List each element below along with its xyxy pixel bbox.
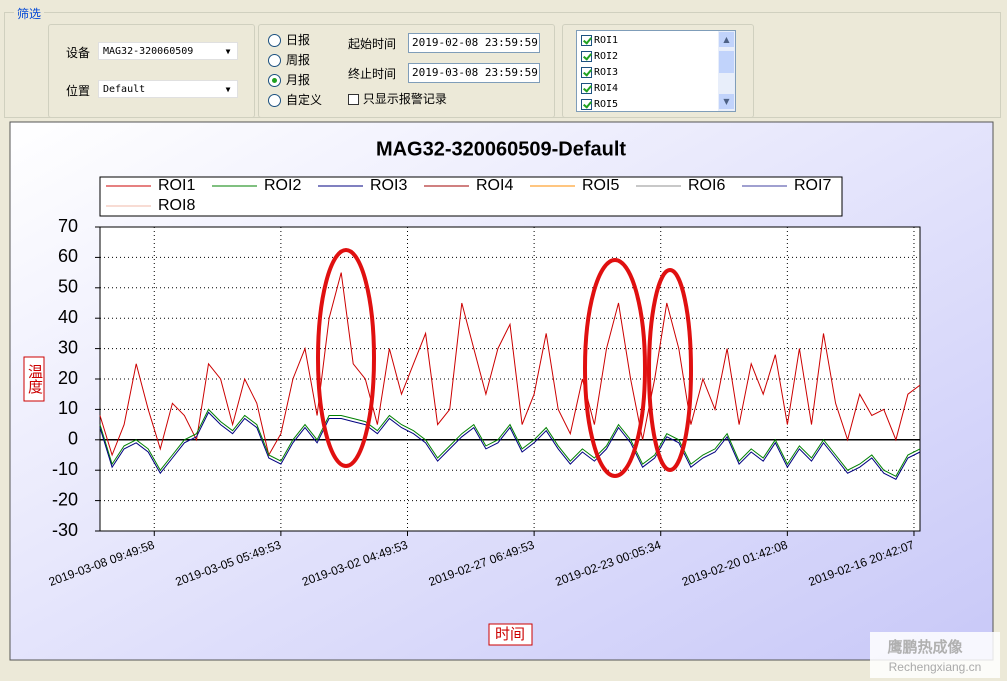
group-title: 筛选 [14, 5, 45, 22]
watermark-box [870, 632, 1000, 678]
legend [99, 176, 843, 217]
legend-label: ROI8 [158, 197, 195, 214]
watermark-cn: 鹰鹏热成像 [887, 638, 963, 656]
device-value: MAG32-320060509 [103, 46, 194, 57]
legend-label: ROI2 [264, 177, 301, 194]
dropdown-arrow[interactable]: ▼ [225, 85, 231, 94]
roi-name: ROI5 [594, 99, 619, 110]
checkbox[interactable] [581, 82, 592, 94]
location-label: 位置 [66, 84, 91, 98]
legend-label: ROI5 [582, 177, 619, 194]
roi-item[interactable]: ROI5 [581, 97, 618, 113]
legend-label: ROI6 [688, 177, 725, 194]
y-axis-label: 温度 [26, 364, 43, 394]
end-input[interactable]: 2019-03-08 23:59:59 [408, 63, 540, 83]
radio-circle[interactable] [268, 54, 281, 67]
y-tick-label: 0 [68, 429, 78, 449]
report-radio[interactable]: 月报 [268, 71, 310, 88]
series-line [99, 408, 921, 477]
legend-label: ROI1 [158, 177, 195, 194]
y-tick-label: 40 [58, 307, 78, 327]
y-label-box [23, 356, 45, 402]
checkbox[interactable] [581, 66, 592, 78]
highlight-ellipse [316, 248, 376, 468]
roi-list: ROI1 ROI2 ROI3 ROI4 ROI5 ▲ ▼ [576, 30, 736, 112]
start-input[interactable]: 2019-02-08 23:59:59 [408, 33, 540, 53]
legend-label: ROI7 [794, 177, 831, 194]
radio-label: 自定义 [286, 93, 323, 107]
roi-name: ROI1 [594, 35, 619, 46]
roi-item[interactable]: ROI4 [581, 81, 618, 97]
location-value: Default [103, 84, 146, 95]
checkbox[interactable] [581, 50, 592, 62]
y-tick-label: 10 [58, 398, 78, 418]
radio-label: 月报 [286, 73, 311, 87]
annotations [316, 248, 693, 478]
roi-item[interactable]: ROI1 [581, 33, 618, 49]
roi-item[interactable]: ROI2 [581, 49, 618, 65]
report-radio[interactable]: 自定义 [268, 91, 322, 108]
scrollbar[interactable]: ▲ ▼ [718, 31, 735, 111]
y-tick-label: 20 [58, 368, 78, 388]
filter-panel: 筛选 设备 MAG32-320060509 ▼ 位置 Default ▼ 日报周报月… [0, 0, 1007, 120]
alarm-only-label: 只显示报警记录 [362, 92, 447, 106]
series-line [99, 272, 921, 457]
device-label: 设备 [66, 46, 91, 60]
alarm-only[interactable]: 只显示报警记录 [348, 90, 447, 107]
scroll-up[interactable]: ▲ [719, 32, 734, 47]
y-tick-label: 30 [58, 337, 78, 357]
scroll-thumb[interactable] [719, 51, 734, 73]
roi-name: ROI4 [594, 83, 619, 94]
device-group [48, 24, 255, 118]
watermark-en: Rechengxiang.cn [889, 660, 982, 674]
checkbox[interactable] [348, 94, 359, 105]
chart-title: MAG32-320060509-Default [376, 138, 626, 160]
legend-items: ROI1 ROI2 ROI3 ROI4 ROI5 ROI6 ROI7 ROI8 [106, 177, 831, 214]
highlight-ellipse [647, 268, 693, 472]
device-combo[interactable]: MAG32-320060509 ▼ [98, 42, 238, 60]
y-tick-label: -30 [52, 520, 78, 540]
roi-item[interactable]: ROI3 [581, 65, 618, 81]
y-tick-label: -20 [52, 489, 78, 509]
roi-items: ROI1 ROI2 ROI3 ROI4 ROI5 [581, 33, 618, 113]
y-tick-label: -10 [52, 459, 78, 479]
dropdown-arrow[interactable]: ▼ [225, 47, 231, 56]
report-radio[interactable]: 周报 [268, 51, 310, 68]
checkbox[interactable] [581, 98, 592, 110]
legend-label: ROI3 [370, 177, 407, 194]
end-label: 终止时间 [348, 67, 397, 81]
y-tick-label: 70 [58, 216, 78, 236]
legend-label: ROI4 [476, 177, 513, 194]
roi-name: ROI3 [594, 67, 619, 78]
roi-name: ROI2 [594, 51, 619, 62]
series-line [99, 411, 921, 480]
report-radio[interactable]: 日报 [268, 31, 310, 48]
x-label-box [488, 623, 533, 646]
location-combo[interactable]: Default ▼ [98, 80, 238, 98]
radio-dot [272, 78, 277, 83]
highlight-ellipse [583, 258, 647, 478]
radio-circle[interactable] [268, 94, 281, 107]
scroll-down[interactable]: ▼ [719, 94, 734, 109]
radio-circle[interactable] [268, 34, 281, 47]
radio-label: 周报 [286, 53, 311, 67]
y-tick-label: 50 [58, 277, 78, 297]
radio-label: 日报 [286, 33, 311, 47]
y-tick-label: 60 [58, 246, 78, 266]
x-axis-label: 时间 [495, 626, 525, 643]
start-label: 起始时间 [348, 37, 397, 51]
checkbox[interactable] [581, 34, 592, 46]
radio-circle[interactable] [268, 74, 281, 87]
